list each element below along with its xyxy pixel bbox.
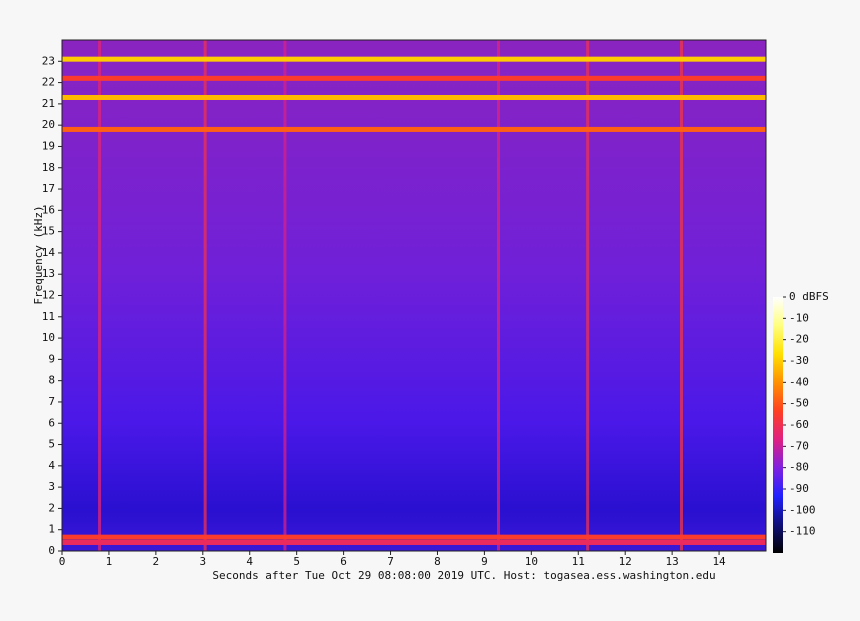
colorbar-tick-label: -80 bbox=[789, 461, 809, 474]
colorbar-tick-label: -60 bbox=[789, 418, 809, 431]
colorbar-tick-label: 0 dBFS bbox=[789, 290, 829, 303]
y-tick-label: 3 bbox=[48, 480, 55, 493]
colorbar-tick-label: -50 bbox=[789, 397, 809, 410]
y-tick-label: 18 bbox=[42, 161, 55, 174]
x-tick-label: 14 bbox=[712, 555, 726, 568]
x-tick-label: 0 bbox=[59, 555, 66, 568]
x-tick-label: 9 bbox=[481, 555, 488, 568]
x-tick-label: 3 bbox=[199, 555, 206, 568]
y-tick-label: 7 bbox=[48, 395, 55, 408]
transient-streak bbox=[586, 40, 590, 551]
colorbar-tick-label: -20 bbox=[789, 333, 809, 346]
x-tick-label: 11 bbox=[572, 555, 585, 568]
colorbar-tick-label: -70 bbox=[789, 439, 809, 452]
y-tick-label: 6 bbox=[48, 416, 55, 429]
y-tick-label: 23 bbox=[42, 54, 55, 67]
tonal-band bbox=[62, 539, 766, 545]
x-tick-label: 13 bbox=[666, 555, 679, 568]
y-tick-label: 12 bbox=[42, 289, 55, 302]
y-tick-label: 4 bbox=[48, 459, 55, 472]
colorbar-tick-label: -10 bbox=[789, 311, 809, 324]
tonal-band bbox=[62, 94, 766, 100]
colorbar bbox=[773, 297, 783, 553]
transient-streak bbox=[496, 40, 500, 551]
colorbar-tick-label: -100 bbox=[789, 503, 816, 516]
y-tick-label: 13 bbox=[42, 267, 55, 280]
x-tick-label: 5 bbox=[293, 555, 300, 568]
transient-streak bbox=[203, 40, 207, 551]
x-tick-label: 7 bbox=[387, 555, 394, 568]
y-axis-label: Frequency (kHz) bbox=[32, 205, 45, 304]
colorbar-tick-label: -30 bbox=[789, 354, 809, 367]
x-tick-label: 6 bbox=[340, 555, 347, 568]
y-tick-label: 15 bbox=[42, 225, 55, 238]
colorbar-tick-label: -110 bbox=[789, 525, 816, 538]
y-tick-label: 2 bbox=[48, 501, 55, 514]
y-tick-label: 9 bbox=[48, 352, 55, 365]
x-tick-label: 8 bbox=[434, 555, 441, 568]
y-tick-label: 21 bbox=[42, 97, 55, 110]
x-axis-label: Seconds after Tue Oct 29 08:08:00 2019 U… bbox=[212, 569, 715, 582]
y-tick-label: 17 bbox=[42, 182, 55, 195]
tonal-band bbox=[62, 56, 766, 62]
x-tick-label: 12 bbox=[619, 555, 632, 568]
colorbar-tick-label: -40 bbox=[789, 375, 809, 388]
transient-streak bbox=[283, 40, 287, 551]
tonal-band bbox=[62, 126, 766, 132]
y-tick-label: 19 bbox=[42, 139, 55, 152]
x-tick-label: 2 bbox=[153, 555, 160, 568]
y-tick-label: 8 bbox=[48, 374, 55, 387]
y-tick-label: 1 bbox=[48, 523, 55, 536]
tonal-band bbox=[62, 534, 766, 540]
transient-streak bbox=[98, 40, 102, 551]
y-tick-label: 5 bbox=[48, 438, 55, 451]
y-tick-label: 0 bbox=[48, 544, 55, 557]
y-tick-label: 16 bbox=[42, 203, 55, 216]
x-tick-label: 4 bbox=[246, 555, 253, 568]
y-tick-label: 11 bbox=[42, 310, 55, 323]
y-tick-label: 22 bbox=[42, 76, 55, 89]
tonal-band bbox=[62, 75, 766, 81]
x-tick-label: 1 bbox=[106, 555, 113, 568]
y-tick-label: 10 bbox=[42, 331, 55, 344]
spectrogram-background bbox=[62, 40, 766, 551]
transient-streak bbox=[680, 40, 684, 551]
colorbar-tick-label: -90 bbox=[789, 482, 809, 495]
y-tick-label: 14 bbox=[42, 246, 56, 259]
x-tick-label: 10 bbox=[525, 555, 538, 568]
y-tick-label: 20 bbox=[42, 118, 55, 131]
